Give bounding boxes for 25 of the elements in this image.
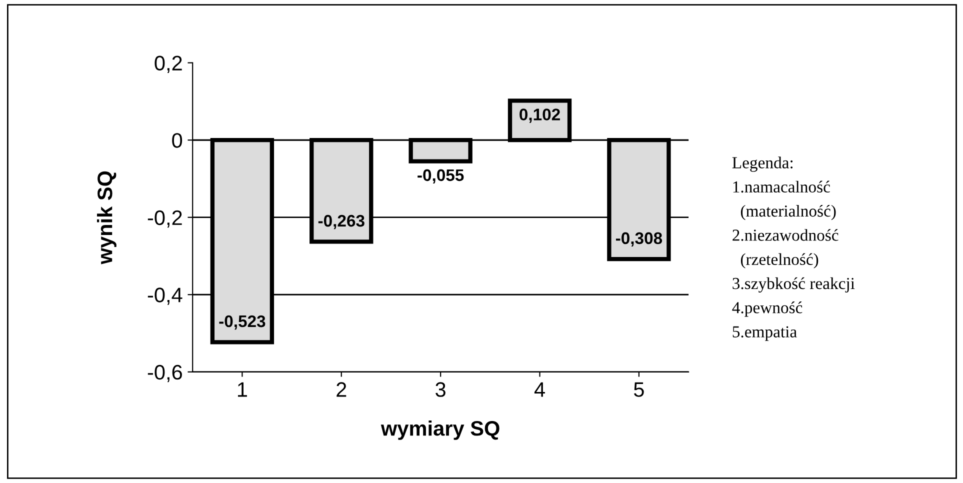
x-tick-label: 5 xyxy=(634,382,644,397)
y-axis-title: wynik SQ xyxy=(97,171,116,264)
data-label: 0,102 xyxy=(520,108,560,123)
y-tick-label: -0,6 xyxy=(148,364,182,382)
text: (rzetelność) xyxy=(740,253,818,268)
data-label: -0,523 xyxy=(219,315,266,330)
text: (materialność) xyxy=(740,204,836,220)
x-tick-label: 3 xyxy=(436,382,446,397)
text: Legenda: xyxy=(732,156,793,172)
y-tick-label: -0,4 xyxy=(148,288,182,305)
text: 5.empatia xyxy=(732,326,797,341)
y-tick-label: -0,2 xyxy=(148,210,182,228)
data-label: -0,263 xyxy=(318,214,364,230)
x-axis-title: wymiary SQ xyxy=(380,420,500,440)
data-label: -0,055 xyxy=(418,169,464,184)
x-tick-label: 1 xyxy=(238,382,247,397)
text: 2.niezawodność xyxy=(732,229,838,241)
data-label: -0,308 xyxy=(616,232,662,247)
text: 3.szybkość reakcji xyxy=(732,277,855,293)
text: 1.namacalność xyxy=(733,180,830,193)
x-tick-label: 4 xyxy=(534,382,545,397)
text: 4.pewność xyxy=(732,302,802,317)
y-tick-label: 0 xyxy=(172,133,182,148)
y-tick-label: 0,2 xyxy=(154,56,182,74)
x-tick-label: 2 xyxy=(336,382,346,397)
